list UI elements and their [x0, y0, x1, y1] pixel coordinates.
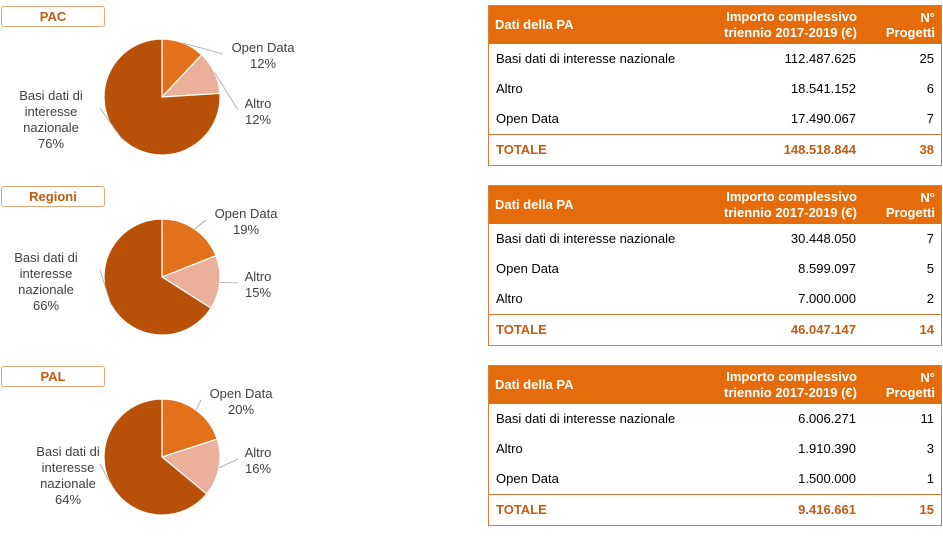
table-row: Altro 7.000.000 2 [496, 291, 934, 306]
section-label-pal: PAL [1, 366, 105, 387]
section-label-regioni: Regioni [1, 186, 105, 207]
header-progetti: N° Progetti [885, 369, 935, 400]
leader-line [99, 269, 112, 306]
pie-label-open: Open Data 12% [232, 40, 296, 71]
pie-chart-pal: Open Data 20% Altro 16% Basi dati di interess… [36, 386, 274, 516]
table-row: Basi dati di interesse nazionale 112.487.… [496, 51, 934, 66]
total-row: TOTALE 148.518.844 38 [488, 133, 942, 165]
leader-line [99, 463, 110, 482]
pie-label-basi: Basi dati di interesse nazionale 64% [36, 444, 100, 507]
pie-slice-open [161, 218, 217, 278]
leader-line [218, 458, 239, 469]
table-row: Open Data 8.599.097 5 [496, 261, 934, 276]
pie-label-open: Open Data 20% [210, 386, 274, 417]
leader-line [219, 282, 239, 284]
table-header-row: Dati della PA Importo complessivo trienni… [488, 5, 942, 44]
pie-label-open: Open Data 19% [215, 206, 279, 237]
pie-slice-basi [103, 398, 208, 516]
table-pal: Dati della PA Importo complessivo trienni… [488, 365, 942, 526]
table-row: Open Data 17.490.067 7 [496, 111, 934, 126]
total-row: TOTALE 46.047.147 14 [488, 313, 942, 345]
table-row: Altro 18.541.152 6 [496, 81, 934, 96]
pie-label-altro: Altro 16% [245, 445, 272, 476]
table-row: Open Data 1.500.000 1 [496, 471, 934, 486]
leader-line [99, 107, 123, 140]
pie-label-altro: Altro 12% [245, 96, 272, 127]
leader-line [194, 219, 207, 230]
table-row: Basi dati di interesse nazionale 6.006.27… [496, 411, 934, 426]
table-regioni: Dati della PA Importo complessivo trienni… [488, 185, 942, 346]
table-header-row: Dati della PA Importo complessivo trienni… [488, 365, 942, 404]
header-importo: Importo complessivo triennio 2017-2019 (€… [724, 8, 857, 40]
total-row: TOTALE 9.416.661 15 [488, 493, 942, 525]
header-importo: Importo complessivo triennio 2017-2019 (€… [724, 188, 857, 220]
pie-chart-regioni: Open Data 19% Altro 15% Basi dati di interess… [14, 206, 279, 336]
header-dati: Dati della PA [495, 197, 574, 213]
leader-line [195, 399, 202, 411]
pie-slice-altro [160, 438, 221, 495]
pie-slice-altro [160, 254, 221, 309]
pie-slice-basi [103, 218, 212, 336]
section-label-pac: PAC [1, 6, 105, 27]
pie-label-basi: Basi dati di interesse nazionale 76% [19, 88, 83, 151]
leader-line [183, 42, 224, 55]
header-dati: Dati della PA [495, 377, 574, 393]
header-dati: Dati della PA [495, 17, 574, 33]
pie-label-basi: Basi dati di interesse nazionale 66% [14, 250, 78, 313]
header-progetti: N° Progetti [885, 9, 935, 40]
header-progetti: N° Progetti [885, 189, 935, 220]
table-row: Basi dati di interesse nazionale 30.448.0… [496, 231, 934, 246]
table-row: Altro 1.910.390 3 [496, 441, 934, 456]
header-importo: Importo complessivo triennio 2017-2019 (€… [724, 368, 857, 400]
pie-chart-pac: Open Data 12% Altro 12% Basi dati di interess… [19, 38, 296, 156]
table-header-row: Dati della PA Importo complessivo trienni… [488, 185, 942, 224]
leader-line [214, 72, 239, 111]
pie-label-altro: Altro 15% [245, 269, 272, 300]
table-pac: Dati della PA Importo complessivo trienni… [488, 5, 942, 166]
